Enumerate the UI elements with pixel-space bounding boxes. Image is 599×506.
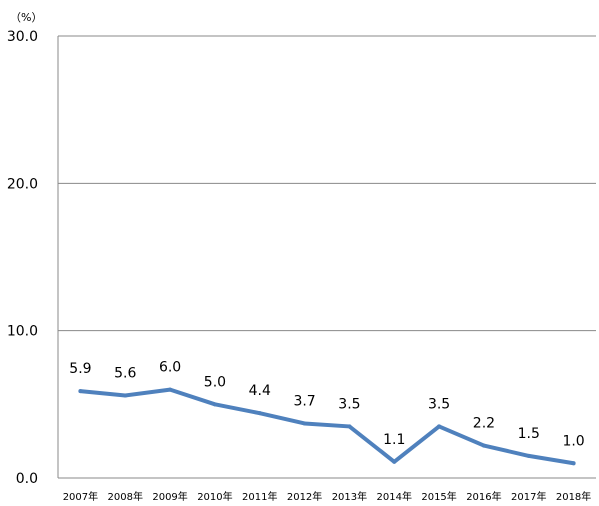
x-tick-label: 2011年 (242, 490, 277, 503)
data-point (437, 424, 442, 429)
data-label: 3.7 (293, 393, 315, 409)
x-tick-label: 2012年 (287, 490, 322, 503)
data-label: 5.6 (114, 365, 136, 381)
x-tick-label: 2009年 (152, 490, 187, 503)
data-point (302, 421, 307, 426)
data-point (123, 393, 128, 398)
data-label: 1.5 (518, 426, 540, 442)
data-label: 3.5 (428, 396, 450, 412)
data-label: 1.1 (383, 432, 405, 448)
data-label: 4.4 (249, 383, 271, 399)
y-axis-unit-label: （%） (10, 11, 43, 24)
data-label: 5.9 (69, 361, 91, 377)
y-tick-label: 10.0 (7, 324, 38, 340)
x-tick-label: 2018年 (556, 490, 591, 503)
x-tick-label: 2016年 (466, 490, 501, 503)
data-label: 3.5 (338, 396, 360, 412)
y-tick-label: 20.0 (7, 176, 38, 192)
series-line (78, 387, 576, 466)
data-point (168, 387, 173, 392)
data-label: 2.2 (473, 416, 495, 432)
data-point (392, 459, 397, 464)
x-tick-label: 2013年 (332, 490, 367, 503)
data-point (78, 389, 83, 394)
y-tick-label: 0.0 (16, 471, 38, 487)
data-label: 1.0 (562, 433, 584, 449)
data-label: 6.0 (159, 360, 181, 376)
x-tick-label: 2007年 (63, 490, 98, 503)
x-tick-label: 2008年 (108, 490, 143, 503)
data-point (347, 424, 352, 429)
x-tick-label: 2014年 (377, 490, 412, 503)
x-tick-label: 2017年 (511, 490, 546, 503)
data-point (481, 443, 486, 448)
x-tick-label: 2010年 (197, 490, 232, 503)
data-point (571, 461, 576, 466)
data-point (526, 453, 531, 458)
data-label: 5.0 (204, 374, 226, 390)
x-tick-label: 2015年 (421, 490, 456, 503)
data-point (212, 402, 217, 407)
data-point (257, 411, 262, 416)
y-tick-label: 30.0 (7, 29, 38, 45)
